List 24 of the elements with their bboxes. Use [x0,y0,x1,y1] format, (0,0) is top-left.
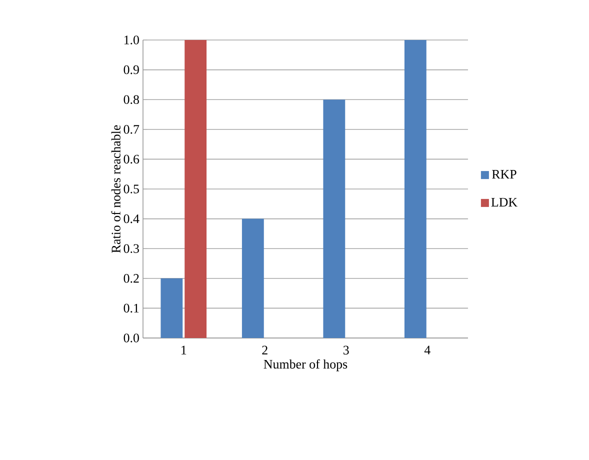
y-tick-label: 0.7 [124,125,140,134]
x-axis-title: Number of hops [264,359,348,372]
x-tick-label: 1 [182,346,186,354]
y-tick-label: 0.8 [124,95,139,104]
y-tick-label: 0.3 [124,244,139,253]
legend-label: LDK [491,198,518,206]
y-tick-label: 0.0 [124,334,139,342]
y-tick-label: 1.0 [124,36,139,44]
legend-label: RKP [492,170,516,179]
y-tick-label: 0.2 [124,274,139,283]
bar [404,40,426,338]
y-tick-label: 0.9 [124,65,139,74]
y-tick-label: 0.4 [124,214,140,224]
y-tick-label: 0.1 [124,304,139,313]
x-tick-label: 2 [262,346,268,354]
y-tick-label: 0.5 [124,184,139,194]
bar [184,40,207,338]
y-axis-title: Ratio of nodes reachable [111,125,120,253]
bar [242,218,264,338]
bar [323,100,346,338]
bar [160,278,183,338]
y-tick-label: 0.6 [124,154,140,164]
x-tick-label: 4 [424,346,430,354]
x-tick-label: 3 [344,346,349,354]
